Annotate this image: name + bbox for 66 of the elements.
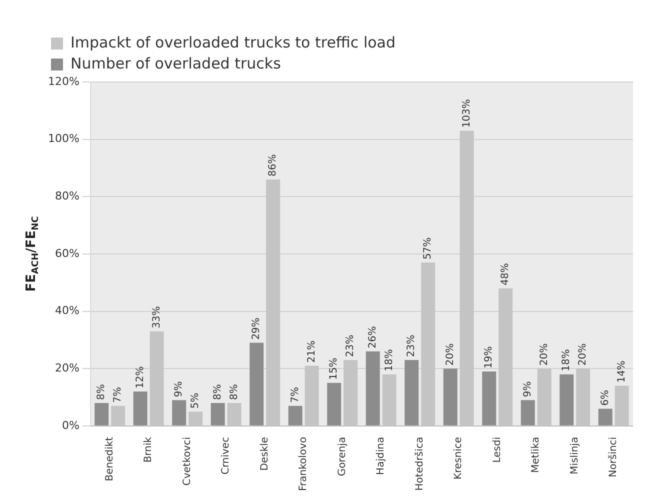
bar [443,368,458,426]
y-axis-title: FEACH/FENC [24,216,41,292]
data-label: 8% [228,384,240,400]
x-tick-label: Lesdi [492,436,503,463]
data-label: 20% [578,343,589,366]
bar [482,371,496,426]
x-tick-label: Crnivec [220,436,232,475]
data-label: 9% [522,381,534,398]
data-label: 20% [444,343,456,366]
bar [327,382,342,426]
data-label: 20% [538,343,550,366]
y-tick-label: 120% [48,74,80,88]
x-tick-label: Mislinja [569,436,580,474]
data-label: 8% [96,384,108,400]
y-tick-label: 40% [54,304,80,318]
data-label: 21% [306,340,318,363]
bar [520,400,535,426]
bar [210,402,225,426]
bar [172,400,186,426]
x-tick-label: Deskle [259,436,270,471]
data-label: 15% [328,358,340,380]
bar [94,402,109,426]
bar [250,342,264,426]
data-label: 48% [500,263,512,286]
data-label: 86% [268,154,279,176]
data-label: 9% [174,381,185,398]
x-tick-label: Hotedršica [414,436,426,491]
bar [133,392,148,426]
bar [404,360,419,426]
x-tick-label: Benedikt [104,436,116,482]
data-label: 6% [600,390,611,406]
data-label: 57% [422,237,434,260]
data-label: 7% [112,386,124,403]
data-label: 7% [290,386,301,403]
bar [288,406,302,426]
data-label: 103% [461,99,472,128]
data-label: 23% [345,334,356,357]
y-tick-label: 100% [48,132,80,146]
x-tick-label: Cvetkovci [182,436,193,486]
data-label: 18% [561,349,572,372]
y-tick-label: 60% [54,246,80,260]
x-tick-label: Brnik [143,436,154,463]
bar [560,374,574,426]
x-tick-label: Frankolovo [298,436,310,492]
x-tick-label: Metlika [530,436,542,473]
bar [366,351,380,426]
x-tick-label: Kresnice [453,436,464,480]
data-label: 19% [484,346,495,368]
y-tick-label: 20% [54,361,80,374]
x-tick-label: Hajdina [376,436,387,475]
y-tick-label: 80% [54,189,80,202]
data-label: 33% [151,306,162,328]
data-label: 29% [251,318,262,340]
data-label: 5% [190,392,202,409]
data-label: 23% [406,334,418,357]
y-tick-label: 0% [62,418,80,432]
x-tick-label: Noršinci [608,436,620,478]
legend-label: Impackt of overloaded trucks to treffic load [70,33,396,52]
x-tick-label: Gorenja [336,436,348,476]
data-label: 14% [616,360,628,383]
data-label: 8% [212,384,224,400]
bar [598,408,612,426]
data-label: 12% [134,366,146,389]
data-label: 18% [384,349,395,372]
legend-label: Number of overladed trucks [70,54,282,72]
data-label: 26% [367,326,378,348]
